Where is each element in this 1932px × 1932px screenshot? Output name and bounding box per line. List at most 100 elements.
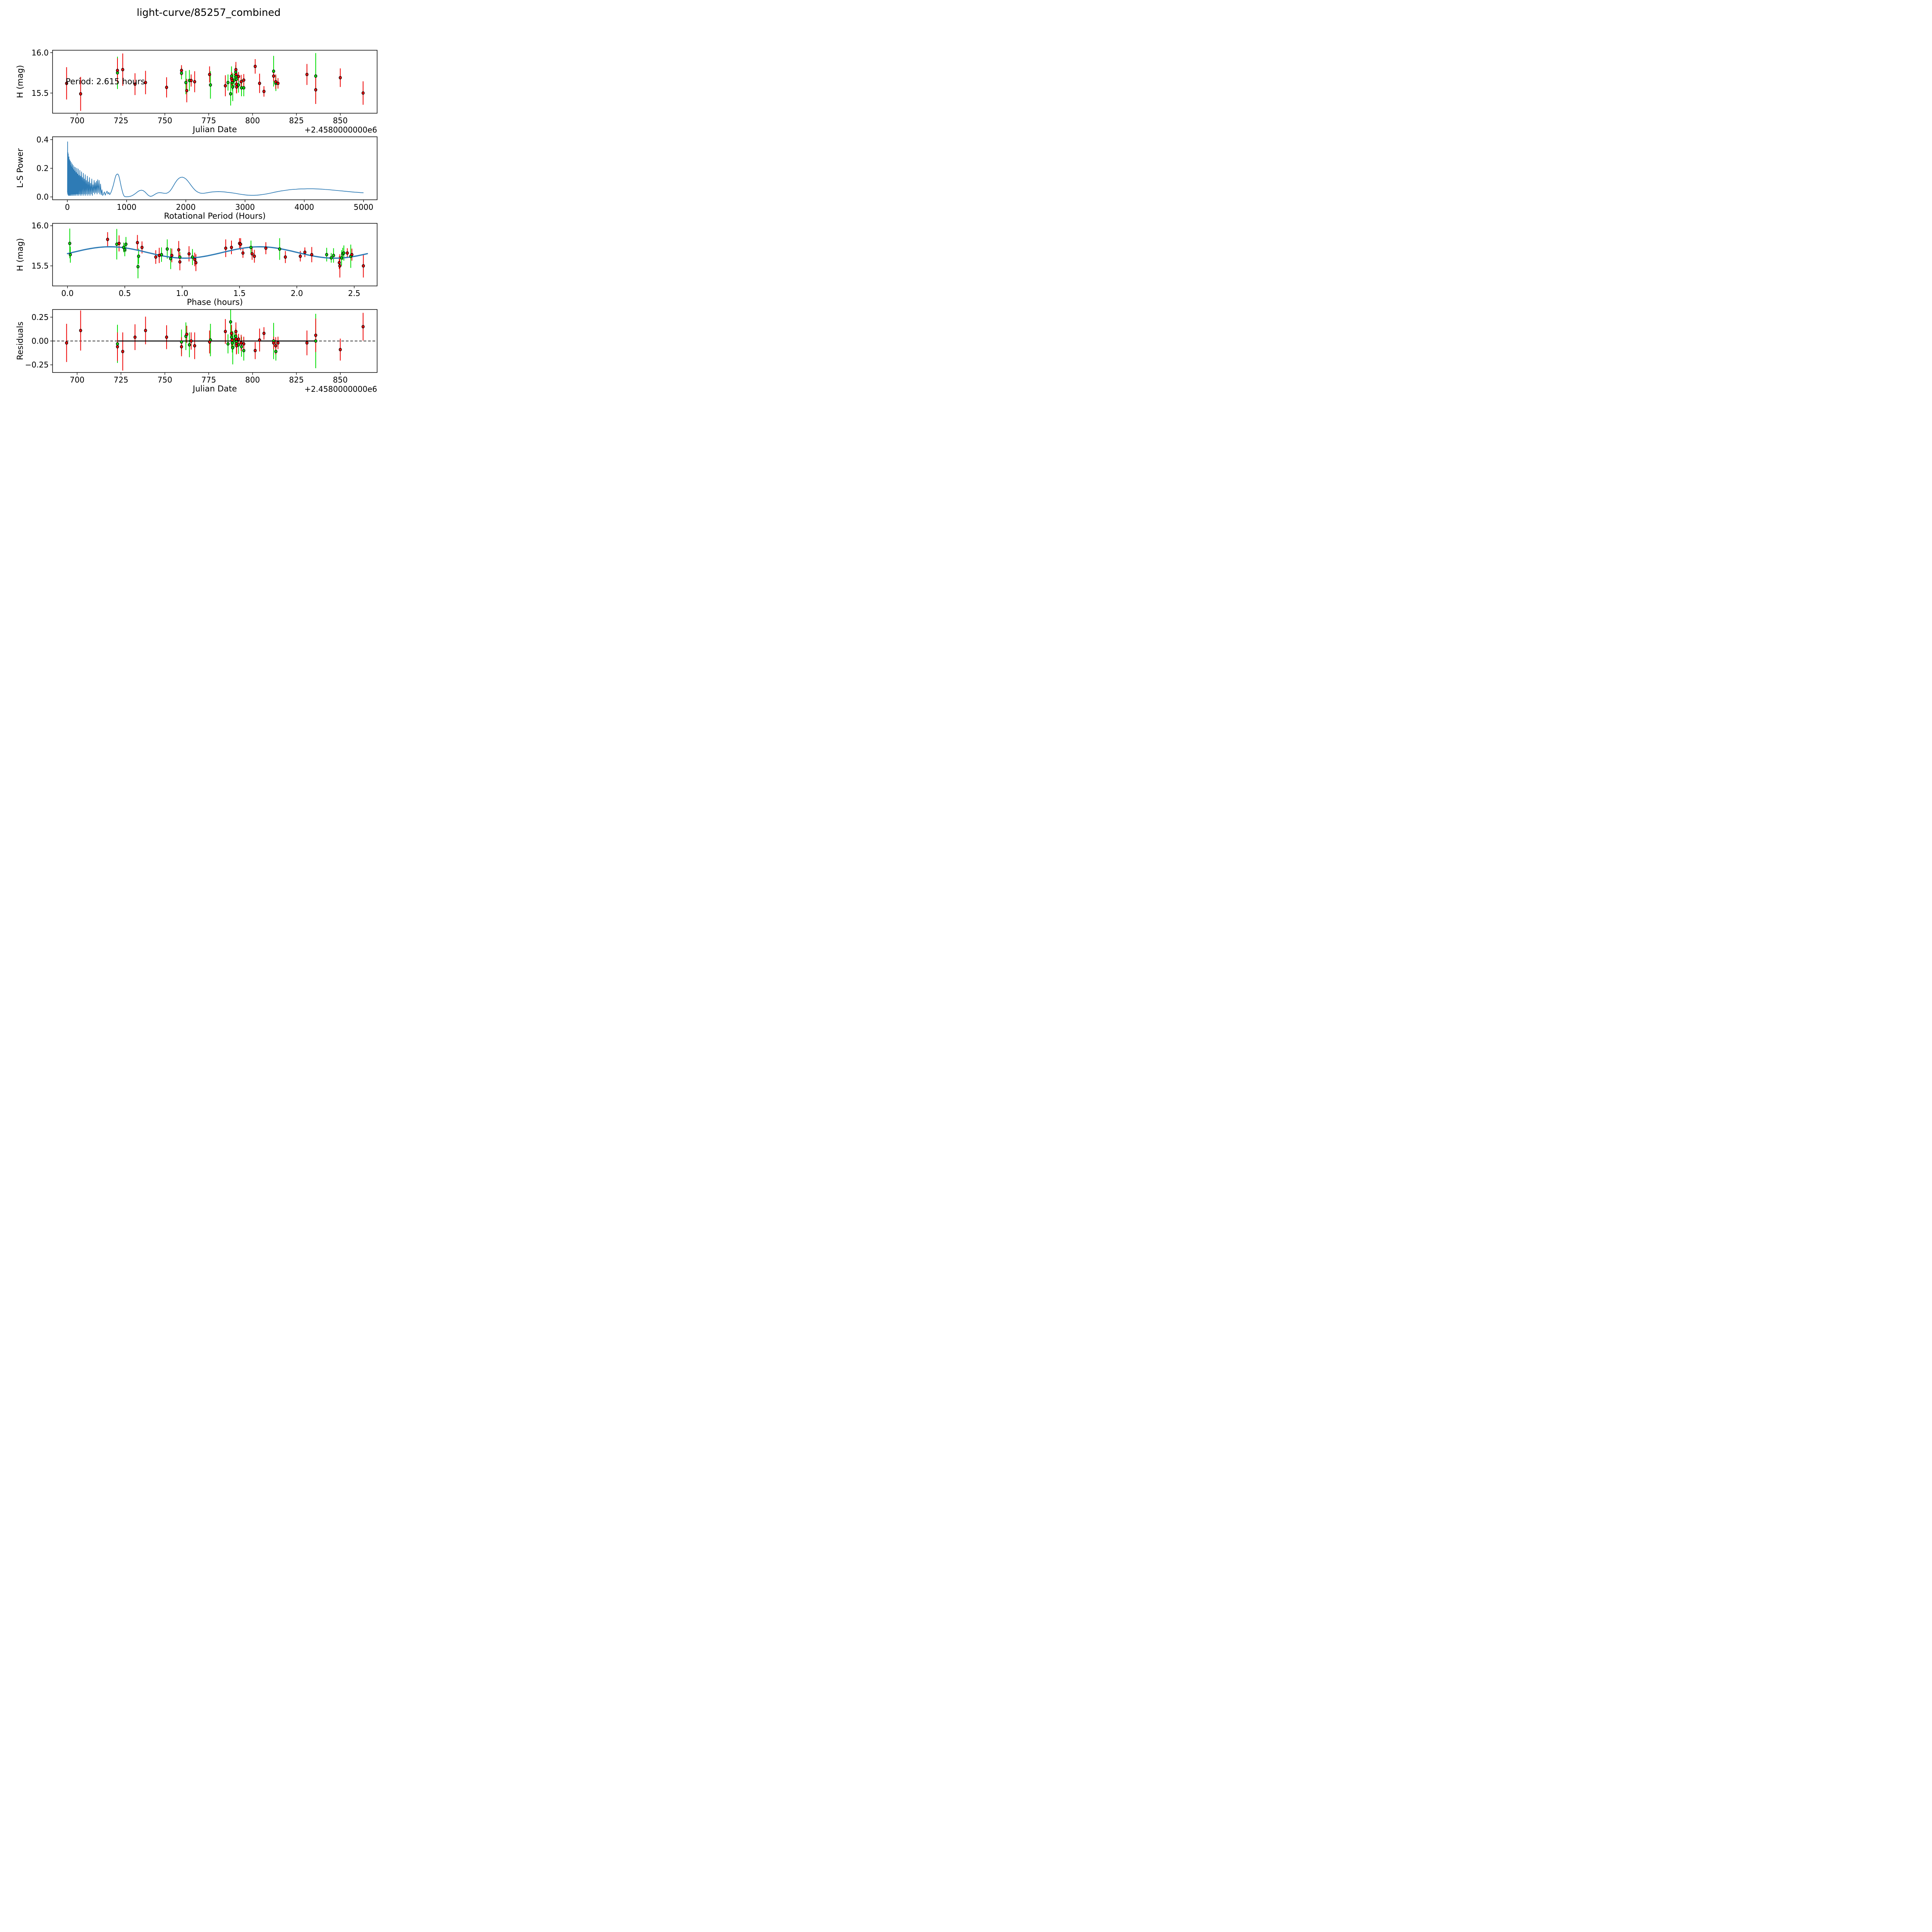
data-point-green (242, 349, 245, 352)
periodogram-y-axis-label: L-S Power (15, 148, 25, 188)
data-point-green (231, 346, 235, 350)
data-point-red (234, 337, 238, 341)
phase-folded-y-axis-label: H (mag) (15, 238, 25, 271)
data-point-green (180, 71, 183, 75)
data-point-green (314, 339, 318, 343)
data-point-red (235, 85, 238, 89)
data-point-red (299, 254, 302, 258)
lightcurve-x-offset-text: +2.4580000000e6 (304, 125, 377, 134)
data-point-red (193, 344, 196, 348)
data-point-red (239, 242, 242, 246)
data-point-red (170, 253, 173, 257)
data-point-red (121, 350, 124, 354)
data-point-red (314, 88, 318, 92)
x-tick-label: 3000 (235, 202, 255, 212)
data-point-red (178, 260, 182, 264)
data-point-green (188, 343, 191, 347)
data-point-red (234, 68, 238, 71)
data-point-red (79, 328, 82, 332)
data-point-green (68, 242, 71, 245)
data-point-red (350, 253, 354, 257)
x-tick-label: 0.0 (61, 289, 74, 298)
data-point-green (274, 350, 277, 354)
data-point-green (124, 242, 128, 246)
y-tick-label: 0.0 (36, 192, 49, 202)
residuals-plot-area: 700 725 750 775 800 825 850 0.25 0.00 −0.25 (25, 309, 378, 384)
data-point-red (180, 68, 183, 72)
data-point-red (116, 345, 119, 349)
data-point-red (117, 242, 121, 245)
x-tick-label: 1.0 (176, 289, 189, 298)
data-point-red (121, 68, 124, 71)
data-point-green (231, 85, 235, 89)
data-point-red (185, 332, 189, 336)
data-point-green (240, 345, 243, 349)
data-point-red (187, 252, 191, 256)
data-layer (66, 228, 368, 279)
data-point-red (65, 82, 68, 85)
y-tick-label: −0.25 (25, 360, 49, 369)
x-tick-label: 700 (70, 375, 84, 384)
period-annotation: Period: 2.615 hours (66, 77, 145, 86)
x-tick-label: 800 (245, 116, 260, 125)
data-point-green (184, 81, 188, 84)
x-tick-label: 725 (114, 375, 128, 384)
periodogram-plot-area: 0 1000 2000 3000 4000 5000 0.4 0.2 0.0 (36, 135, 378, 212)
data-point-green (235, 77, 238, 81)
data-point-red (193, 258, 197, 261)
data-point-green (332, 253, 335, 257)
x-tick-label: 850 (333, 375, 348, 384)
y-tick-label: 16.0 (31, 221, 49, 230)
data-layer (53, 310, 377, 371)
data-point-red (361, 91, 365, 95)
data-point-red (274, 344, 277, 348)
data-point-green (69, 253, 72, 257)
data-point-green (249, 245, 253, 249)
data-point-red (253, 349, 257, 352)
data-point-green (136, 265, 140, 269)
data-point-red (65, 341, 68, 345)
x-tick-label: 725 (114, 116, 128, 125)
data-point-green (116, 342, 119, 346)
data-point-red (133, 335, 137, 339)
data-point-red (240, 341, 243, 345)
x-tick-label: 2000 (176, 202, 196, 212)
data-point-red (79, 92, 82, 96)
x-tick-label: 5000 (354, 202, 373, 212)
data-point-green (178, 255, 182, 259)
data-point-red (240, 80, 243, 83)
data-point-red (224, 330, 227, 333)
x-tick-label: 2.5 (348, 289, 361, 298)
x-tick-label: 775 (201, 116, 216, 125)
data-point-green (314, 74, 318, 78)
data-point-red (136, 241, 139, 245)
x-tick-label: 750 (158, 375, 172, 384)
x-tick-label: 775 (201, 375, 216, 384)
data-point-red (241, 251, 245, 255)
data-point-red (224, 247, 228, 250)
data-point-red (242, 78, 245, 82)
data-point-red (262, 90, 266, 93)
figure: light-curve/85257_combined 700 725 750 775 8… (0, 0, 417, 417)
y-tick-label: 15.5 (31, 88, 49, 98)
data-point-red (264, 247, 268, 250)
y-tick-label: 0.4 (36, 135, 49, 144)
data-point-green (229, 92, 232, 96)
data-point-red (177, 248, 180, 252)
x-tick-label: 850 (333, 116, 348, 125)
y-tick-label: 0.25 (31, 313, 49, 322)
data-point-red (338, 348, 342, 352)
y-tick-label: 16.0 (31, 48, 49, 57)
data-point-red (276, 82, 280, 85)
data-point-red (274, 80, 277, 83)
data-point-red (262, 332, 266, 335)
data-point-green (137, 254, 140, 258)
data-point-red (314, 333, 318, 337)
data-point-green (330, 256, 333, 260)
data-point-red (230, 332, 233, 335)
data-layer (65, 53, 365, 111)
data-point-green (226, 342, 230, 346)
data-point-red (272, 341, 276, 345)
data-point-green (272, 69, 276, 73)
x-tick-label: 825 (289, 116, 304, 125)
